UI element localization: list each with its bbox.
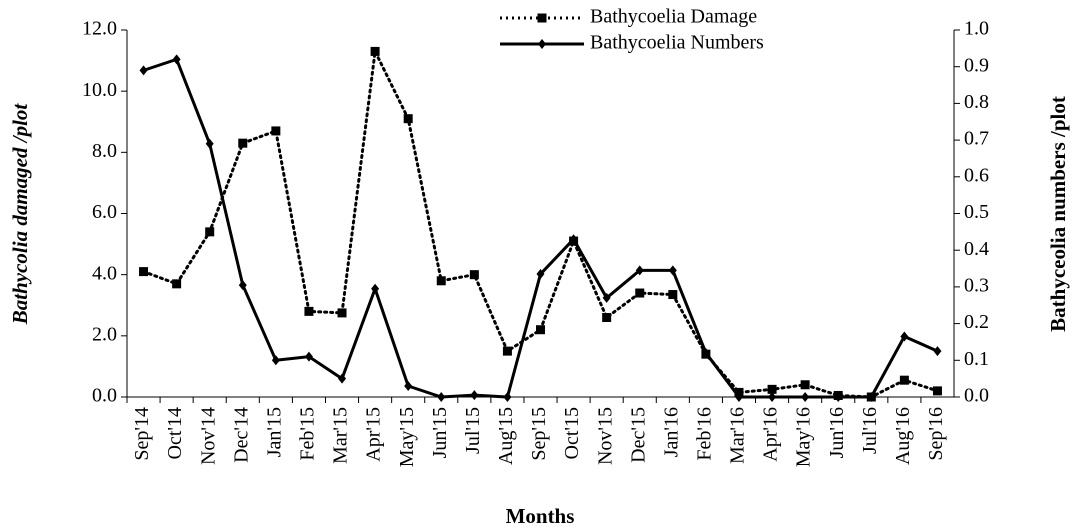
marker xyxy=(668,290,678,300)
marker xyxy=(933,346,942,357)
marker xyxy=(800,380,810,390)
y2-tick-label: 0.7 xyxy=(964,128,989,150)
y2-tick-label: 0.3 xyxy=(964,274,989,296)
y2-tick-label: 0.6 xyxy=(964,164,989,186)
marker xyxy=(834,392,843,402)
marker xyxy=(502,346,512,356)
x-tick-label: Mar'15 xyxy=(330,407,352,464)
x-axis-label: Months xyxy=(506,504,575,528)
x-tick-label: May'16 xyxy=(793,407,815,467)
marker xyxy=(899,375,909,385)
marker xyxy=(569,234,578,245)
marker xyxy=(437,392,446,402)
marker xyxy=(503,392,512,402)
x-tick-label: Feb'16 xyxy=(693,407,715,461)
x-tick-label: Jul'16 xyxy=(859,407,881,454)
y2-tick-label: 0.1 xyxy=(964,348,989,370)
x-tick-label: Dec'14 xyxy=(230,407,252,463)
marker xyxy=(470,390,479,401)
y2-tick-label: 0.9 xyxy=(964,54,989,76)
x-tick-label: Jul'15 xyxy=(462,407,484,454)
y2-tick-label: 0.8 xyxy=(964,91,989,113)
x-tick-label: Feb'15 xyxy=(297,407,319,461)
y-tick-label: 6.0 xyxy=(92,201,117,223)
x-tick-label: Nov'15 xyxy=(594,407,616,465)
marker xyxy=(172,279,182,289)
x-tick-label: Jun'16 xyxy=(826,407,848,458)
marker xyxy=(404,380,413,391)
marker xyxy=(304,351,313,362)
marker xyxy=(635,265,644,276)
y2-tick-label: 1.0 xyxy=(964,18,989,40)
x-tick-label: Apr'16 xyxy=(760,407,782,462)
series-line xyxy=(143,57,939,399)
marker xyxy=(271,126,281,136)
marker xyxy=(371,283,380,294)
marker xyxy=(537,13,547,23)
marker xyxy=(205,138,214,149)
marker xyxy=(932,386,942,396)
marker xyxy=(205,227,215,237)
y-tick-label: 10.0 xyxy=(82,79,117,101)
y-tick-label: 0.0 xyxy=(92,385,117,407)
marker xyxy=(338,373,347,384)
marker xyxy=(801,392,810,402)
y-tick-label: 4.0 xyxy=(92,262,117,284)
y-tick-label: 12.0 xyxy=(82,18,117,40)
y-tick-label: 2.0 xyxy=(92,323,117,345)
marker xyxy=(538,39,546,49)
marker xyxy=(304,306,314,316)
marker xyxy=(370,46,380,56)
marker xyxy=(536,269,545,280)
y-tick-label: 8.0 xyxy=(92,140,117,162)
marker xyxy=(668,265,677,276)
y2-tick-label: 0.4 xyxy=(964,238,989,260)
y2-axis-label: Bathyceolia numbers /plot xyxy=(1046,96,1070,332)
x-tick-label: May'15 xyxy=(396,407,418,467)
marker xyxy=(436,276,446,286)
y-axis-label: Bathycolia damaged /plot xyxy=(8,103,32,326)
x-tick-label: Sep'14 xyxy=(131,407,153,461)
x-tick-label: Jan'15 xyxy=(263,407,285,457)
x-tick-label: Oct'15 xyxy=(561,407,583,459)
marker xyxy=(602,312,612,322)
marker xyxy=(172,54,181,65)
marker xyxy=(337,308,347,318)
y2-tick-label: 0.2 xyxy=(964,311,989,333)
legend-label: Bathycoelia Damage xyxy=(590,6,757,28)
x-tick-label: Sep'15 xyxy=(528,407,550,461)
series-line xyxy=(142,46,939,399)
marker xyxy=(602,292,611,303)
marker xyxy=(238,280,247,291)
marker xyxy=(536,325,545,335)
marker xyxy=(469,270,479,280)
y2-tick-label: 0.0 xyxy=(964,385,989,407)
marker xyxy=(867,392,876,402)
x-tick-label: Jun'15 xyxy=(429,407,451,458)
x-tick-label: Sep'16 xyxy=(925,407,947,461)
marker xyxy=(403,114,413,124)
x-tick-label: Dec'15 xyxy=(627,407,649,463)
marker xyxy=(139,65,148,76)
x-tick-label: Mar'16 xyxy=(727,407,749,464)
marker xyxy=(768,392,777,402)
marker xyxy=(139,267,149,277)
x-tick-label: Aug'15 xyxy=(495,407,517,465)
y2-tick-label: 0.5 xyxy=(964,201,989,223)
x-tick-label: Jan'16 xyxy=(660,407,682,457)
x-tick-label: Nov'14 xyxy=(197,407,219,465)
marker xyxy=(734,392,743,402)
legend-label: Bathycoelia Numbers xyxy=(590,32,764,54)
marker xyxy=(635,288,645,298)
x-tick-label: Oct'14 xyxy=(164,407,186,459)
marker xyxy=(271,355,280,366)
x-tick-label: Apr'15 xyxy=(363,407,385,462)
marker xyxy=(900,331,909,342)
marker xyxy=(767,384,777,394)
marker xyxy=(701,347,710,358)
x-tick-label: Aug'16 xyxy=(892,407,914,465)
marker xyxy=(238,138,248,148)
